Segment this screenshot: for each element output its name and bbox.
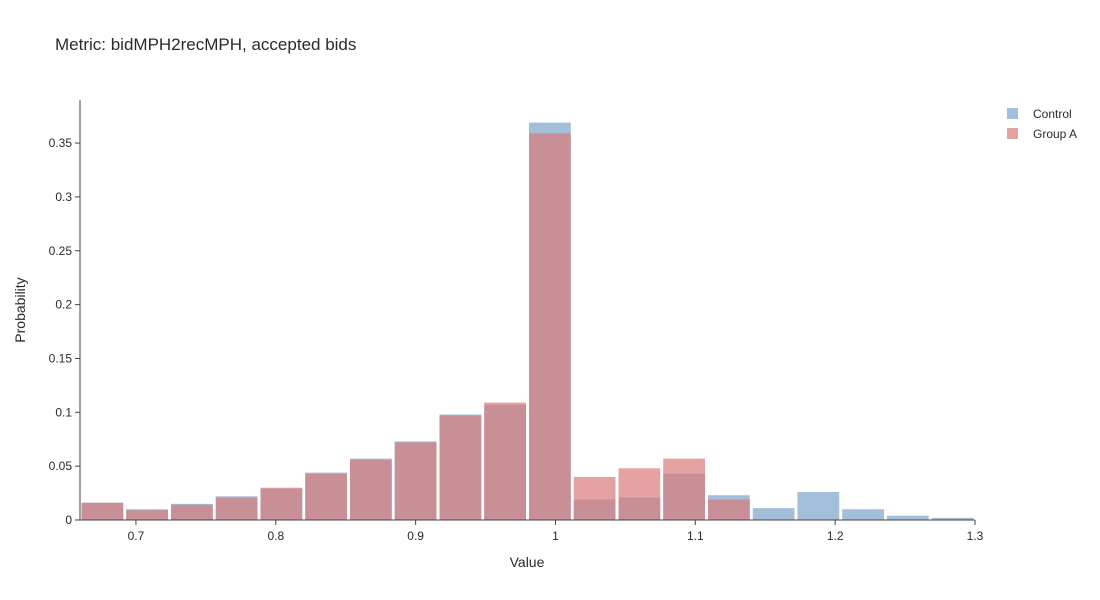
legend-swatch: [1007, 108, 1018, 119]
bar[interactable]: [931, 517, 974, 520]
bar[interactable]: [305, 473, 347, 520]
bar[interactable]: [439, 415, 482, 520]
bar[interactable]: [260, 487, 303, 520]
legend-item[interactable]: Control: [1007, 107, 1072, 121]
chart-title: Metric: bidMPH2recMPH, accepted bids: [55, 35, 356, 54]
bar[interactable]: [171, 504, 213, 520]
x-tick-label: 1.2: [827, 529, 844, 543]
y-tick-label: 0.25: [49, 244, 73, 258]
legend[interactable]: Control Group A: [1007, 107, 1077, 141]
x-tick-label: 1.3: [967, 529, 984, 543]
bar[interactable]: [797, 492, 840, 520]
plot-area: [81, 122, 974, 521]
bar[interactable]: [126, 510, 168, 520]
x-tick-label: 0.9: [407, 529, 424, 543]
y-tick-label: 0.1: [55, 405, 72, 419]
series-group-a: [81, 133, 750, 520]
y-tick-label: 0.35: [49, 136, 73, 150]
y-tick-label: 0.15: [49, 351, 73, 365]
x-tick-label: 1.1: [687, 529, 704, 543]
bar[interactable]: [215, 497, 258, 520]
bar[interactable]: [752, 508, 795, 520]
x-tick-label: 1: [552, 529, 559, 543]
x-tick-label: 0.8: [267, 529, 284, 543]
bar[interactable]: [529, 133, 571, 520]
bar[interactable]: [394, 442, 437, 520]
bar[interactable]: [618, 468, 661, 520]
y-tick-label: 0.3: [55, 190, 72, 204]
x-tick-label: 0.7: [128, 529, 145, 543]
legend-swatch: [1007, 128, 1018, 139]
x-axis: 0.7 0.8 0.9 1 1.1 1.2 1.3: [80, 519, 984, 543]
bar[interactable]: [887, 515, 929, 520]
bar[interactable]: [81, 502, 124, 520]
series-control: [81, 122, 974, 521]
bar[interactable]: [663, 458, 705, 520]
bar[interactable]: [573, 476, 616, 520]
legend-label: Group A: [1033, 127, 1077, 141]
y-axis-title: Probability: [12, 277, 28, 342]
bar[interactable]: [708, 499, 750, 520]
legend-label: Control: [1033, 107, 1072, 121]
bar[interactable]: [484, 402, 526, 520]
y-tick-label: 0.2: [55, 298, 72, 312]
legend-item[interactable]: Group A: [1007, 127, 1077, 141]
bar[interactable]: [350, 459, 392, 520]
y-tick-label: 0: [65, 513, 72, 527]
bar[interactable]: [842, 509, 884, 520]
x-axis-title: Value: [510, 554, 545, 570]
y-tick-label: 0.05: [49, 459, 73, 473]
y-axis: 0 0.05 0.1 0.15 0.2 0.25 0.3 0.35: [49, 100, 81, 527]
